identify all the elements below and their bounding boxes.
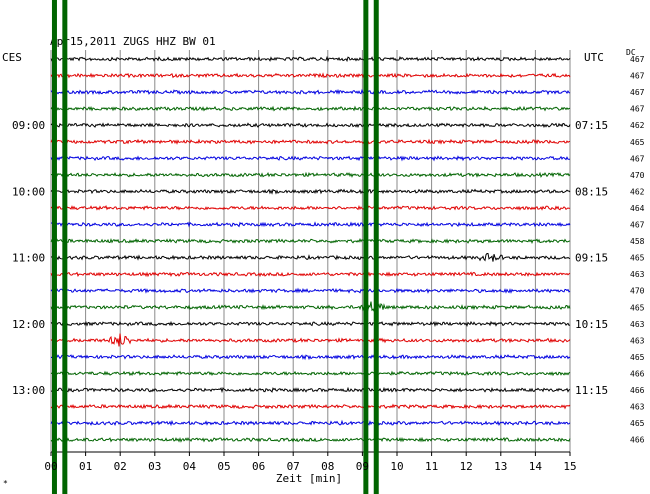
trace-23 [50, 419, 571, 427]
left-timezone-label: CES [2, 51, 22, 64]
x-tick-label-09: 09 [356, 460, 369, 473]
dc-header-label: DC [626, 48, 636, 57]
x-tick-label-07: 07 [287, 460, 300, 473]
dc-offset-5: 462 [630, 121, 645, 130]
trace-18 [50, 333, 571, 347]
left-hour-label-4: 12:00 [12, 318, 45, 331]
trace-21 [50, 386, 571, 394]
x-tick-label-12: 12 [460, 460, 473, 473]
dc-offset-23: 465 [630, 419, 645, 428]
trace-3 [50, 88, 571, 96]
right-timezone-label: UTC [584, 51, 604, 64]
chart-title: Apr15,2011 ZUGS HHZ BW 01 [50, 35, 216, 48]
trace-1 [50, 55, 571, 63]
trace-16 [50, 301, 571, 313]
x-tick-label-11: 11 [425, 460, 438, 473]
x-axis: 00 01 02 03 04 05 06 07 08 09 10 11 12 13 14 15 [44, 452, 577, 473]
x-tick-label-14: 14 [529, 460, 543, 473]
dc-offset-14: 463 [630, 270, 645, 279]
trace-17 [50, 320, 571, 328]
x-tick-label-08: 08 [321, 460, 334, 473]
dc-offset-1: 467 [630, 55, 645, 64]
time-marker-3 [363, 0, 369, 494]
dc-offset-7: 467 [630, 154, 645, 163]
dc-offset-10: 464 [630, 204, 645, 213]
dc-offset-24: 466 [630, 436, 645, 445]
dc-offset-2: 467 [630, 72, 645, 81]
trace-9 [50, 188, 571, 195]
corner-mark: * [3, 479, 8, 488]
x-tick-label-04: 04 [183, 460, 197, 473]
x-tick-label-13: 13 [494, 460, 507, 473]
dc-offset-8: 470 [630, 171, 645, 180]
time-marker-2 [62, 0, 68, 494]
hour-label-group: 09:00 10:00 11:00 12:00 13:00 07:15 08:15 09:15… [12, 119, 608, 397]
trace-11 [50, 221, 571, 228]
dc-offset-20: 466 [630, 369, 645, 378]
minute-grid [50, 50, 571, 453]
dc-offset-21: 466 [630, 386, 645, 395]
trace-13 [50, 253, 571, 262]
left-hour-label-2: 10:00 [12, 185, 45, 198]
dc-offset-17: 463 [630, 320, 645, 329]
right-hour-label-5: 11:15 [575, 384, 608, 397]
dc-offset-19: 465 [630, 353, 645, 362]
trace-20 [50, 370, 571, 377]
left-hour-label-3: 11:00 [12, 252, 45, 265]
x-tick-label-05: 05 [217, 460, 230, 473]
x-tick-label-02: 02 [114, 460, 127, 473]
trace-15 [50, 287, 571, 294]
dc-offset-4: 467 [630, 105, 645, 114]
trace-8 [51, 171, 571, 178]
trace-2 [50, 72, 571, 79]
dc-offset-12: 458 [630, 237, 645, 246]
trace-4 [50, 105, 571, 112]
x-tick-label-10: 10 [390, 460, 403, 473]
time-marker-1 [51, 0, 57, 494]
x-tick-label-01: 01 [79, 460, 92, 473]
right-hour-label-1: 07:15 [575, 119, 608, 132]
dc-offset-group: 467 467 467 467 462 465 467 470 462 464 467 458 465 4… [630, 55, 645, 445]
trace-10 [50, 204, 571, 211]
left-hour-label-5: 13:00 [12, 384, 45, 397]
trace-19 [51, 353, 571, 361]
time-marker-4 [373, 0, 379, 494]
trace-22 [50, 403, 571, 410]
trace-14 [50, 271, 571, 278]
right-hour-label-3: 09:15 [575, 252, 608, 265]
trace-6 [50, 138, 571, 145]
dc-offset-6: 465 [630, 138, 645, 147]
right-hour-label-4: 10:15 [575, 318, 608, 331]
trace-group [50, 55, 571, 443]
trace-5 [50, 122, 571, 129]
x-tick-label-03: 03 [148, 460, 161, 473]
dc-offset-3: 467 [630, 88, 645, 97]
dc-offset-15: 470 [630, 287, 645, 296]
left-hour-label-1: 09:00 [12, 119, 45, 132]
dc-offset-22: 463 [630, 403, 645, 412]
dc-offset-9: 462 [630, 187, 645, 196]
dc-offset-16: 465 [630, 303, 645, 312]
marker-group [51, 0, 379, 494]
dc-offset-11: 467 [630, 221, 645, 230]
trace-12 [50, 237, 571, 245]
x-tick-label-06: 06 [252, 460, 265, 473]
x-tick-label-00: 00 [44, 460, 57, 473]
trace-7 [50, 155, 570, 162]
x-tick-label-15: 15 [563, 460, 576, 473]
dc-offset-18: 463 [630, 336, 645, 345]
trace-24 [50, 436, 571, 443]
x-axis-label: Zeit [min] [276, 472, 342, 485]
right-hour-label-2: 08:15 [575, 185, 608, 198]
dc-offset-13: 465 [630, 254, 645, 263]
